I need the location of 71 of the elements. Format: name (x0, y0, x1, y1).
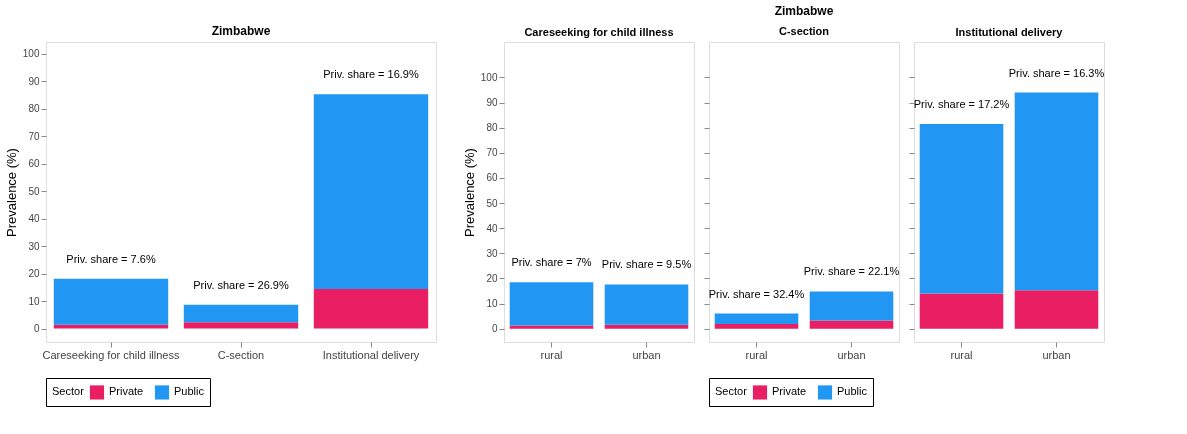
bar (714, 323, 799, 329)
annotation: Priv. share = 26.9% (193, 278, 289, 291)
y-tick-label: 70 (28, 130, 40, 142)
x-tick-label: urban (837, 348, 866, 361)
bar (509, 325, 594, 329)
annotation: Priv. share = 7% (511, 256, 592, 269)
y-tick-label: 60 (28, 158, 40, 170)
bar (919, 123, 1004, 294)
y-tick-label: 10 (28, 295, 40, 307)
bar (919, 293, 1004, 329)
y-tick-label: 20 (28, 268, 40, 280)
x-tick-label: Institutional delivery (322, 348, 420, 361)
annotation: Priv. share = 32.4% (708, 287, 805, 300)
legend-label: Public (837, 385, 868, 398)
y-tick-label: 60 (486, 172, 498, 184)
x-tick-label: rural (540, 348, 563, 361)
y-tick-label: 100 (480, 71, 498, 83)
annotation: Priv. share = 7.6% (66, 252, 156, 265)
bar (604, 284, 689, 325)
y-tick-label: 50 (28, 185, 40, 197)
legend-title: Sector (715, 385, 748, 397)
y-tick-label: 70 (486, 147, 498, 159)
bar (809, 320, 894, 329)
bar (183, 322, 299, 329)
bar (53, 324, 169, 329)
chart-subtitle: Careseeking for child illness (524, 26, 674, 38)
bar (509, 282, 594, 326)
bar (809, 291, 894, 321)
y-tick-label: 90 (486, 97, 498, 109)
chart-subtitle: C-section (778, 25, 830, 37)
bar (714, 313, 799, 324)
y-axis-title: Prevalence (%) (3, 148, 19, 237)
annotation: Priv. share = 16.9% (323, 68, 419, 81)
x-tick-label: rural (745, 348, 768, 361)
y-tick-label: 0 (491, 323, 498, 335)
bar (604, 324, 689, 329)
y-tick-label: 100 (22, 48, 40, 60)
chart-title: Zimbabwe (774, 4, 834, 18)
x-tick-label: urban (632, 348, 661, 361)
legend-label: Public (174, 385, 205, 398)
bar (313, 288, 429, 329)
legend-label: Private (109, 385, 144, 398)
x-tick-label: Careseeking for child illness (42, 348, 180, 361)
chart-title: Zimbabwe (211, 24, 271, 38)
annotation: Priv. share = 16.3% (1008, 66, 1105, 79)
bar (313, 94, 429, 289)
y-tick-label: 30 (28, 240, 40, 252)
x-tick-label: urban (1042, 348, 1071, 361)
x-tick-label: rural (950, 348, 973, 361)
bar (1014, 92, 1099, 291)
bar (1014, 290, 1099, 329)
bar (183, 304, 299, 323)
y-tick-label: 0 (33, 323, 40, 335)
legend-label: Private (772, 385, 807, 398)
legend-title: Sector (52, 385, 85, 397)
y-tick-label: 80 (486, 122, 498, 134)
annotation: Priv. share = 9.5% (601, 258, 692, 271)
y-tick-label: 30 (486, 247, 498, 259)
annotation: Priv. share = 22.1% (803, 265, 900, 278)
y-tick-label: 40 (28, 213, 40, 225)
bar (53, 278, 169, 325)
y-tick-label: 40 (486, 222, 498, 234)
y-axis-title: Prevalence (%) (461, 148, 477, 237)
y-tick-label: 50 (486, 197, 498, 209)
annotation: Priv. share = 17.2% (913, 97, 1010, 110)
y-tick-label: 90 (28, 75, 40, 87)
y-tick-label: 20 (486, 272, 498, 284)
x-tick-label: C-section (217, 348, 265, 361)
y-tick-label: 80 (28, 103, 40, 115)
y-tick-label: 10 (486, 298, 498, 310)
chart-subtitle: Institutional delivery (955, 26, 1064, 38)
